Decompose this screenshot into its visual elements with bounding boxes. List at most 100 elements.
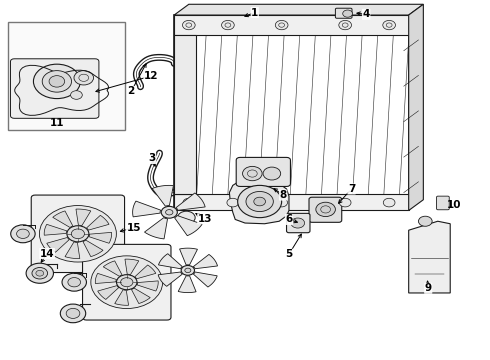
FancyBboxPatch shape xyxy=(236,157,291,186)
Circle shape xyxy=(71,91,82,99)
Circle shape xyxy=(36,270,44,276)
Circle shape xyxy=(177,211,195,224)
Polygon shape xyxy=(103,261,122,276)
Polygon shape xyxy=(87,215,109,230)
Text: 13: 13 xyxy=(197,214,212,224)
Circle shape xyxy=(418,216,432,226)
Circle shape xyxy=(238,185,282,218)
Circle shape xyxy=(276,198,288,207)
Circle shape xyxy=(26,263,53,283)
Circle shape xyxy=(166,210,173,215)
Polygon shape xyxy=(229,178,289,224)
Circle shape xyxy=(343,10,352,17)
FancyBboxPatch shape xyxy=(335,8,352,18)
Circle shape xyxy=(246,192,273,212)
Circle shape xyxy=(91,256,163,309)
Circle shape xyxy=(291,218,305,228)
Circle shape xyxy=(181,265,195,275)
Polygon shape xyxy=(194,272,217,287)
Polygon shape xyxy=(194,255,218,269)
Text: 7: 7 xyxy=(348,184,355,194)
Polygon shape xyxy=(125,259,139,275)
Circle shape xyxy=(221,21,234,30)
Bar xyxy=(174,194,409,211)
Bar xyxy=(8,22,125,130)
Polygon shape xyxy=(174,4,423,15)
Text: 3: 3 xyxy=(148,153,156,163)
Polygon shape xyxy=(158,272,182,286)
Polygon shape xyxy=(76,209,91,226)
Circle shape xyxy=(183,198,195,207)
Text: 15: 15 xyxy=(126,223,141,233)
Circle shape xyxy=(62,273,86,291)
Polygon shape xyxy=(65,242,80,258)
Circle shape xyxy=(68,278,80,287)
Text: 4: 4 xyxy=(363,9,370,19)
Polygon shape xyxy=(53,211,73,228)
Circle shape xyxy=(339,21,351,30)
Circle shape xyxy=(185,268,191,273)
Polygon shape xyxy=(89,232,112,243)
FancyBboxPatch shape xyxy=(31,195,124,273)
Circle shape xyxy=(227,198,239,207)
Circle shape xyxy=(17,229,29,238)
Circle shape xyxy=(11,225,35,243)
Text: 6: 6 xyxy=(285,215,293,224)
Circle shape xyxy=(66,309,80,319)
Polygon shape xyxy=(98,285,119,300)
Polygon shape xyxy=(135,265,156,279)
Circle shape xyxy=(117,275,137,290)
Polygon shape xyxy=(145,218,168,239)
Circle shape xyxy=(383,198,395,207)
Bar xyxy=(174,35,196,194)
FancyBboxPatch shape xyxy=(287,213,310,233)
Polygon shape xyxy=(158,254,182,269)
Polygon shape xyxy=(179,248,197,265)
Text: 14: 14 xyxy=(40,248,54,258)
Text: 1: 1 xyxy=(251,8,258,18)
Circle shape xyxy=(74,71,94,85)
FancyBboxPatch shape xyxy=(82,244,171,320)
Circle shape xyxy=(263,167,281,180)
Polygon shape xyxy=(178,276,196,293)
Circle shape xyxy=(182,21,195,30)
Circle shape xyxy=(243,166,262,181)
Polygon shape xyxy=(131,288,150,303)
Text: 5: 5 xyxy=(285,249,293,259)
Circle shape xyxy=(42,71,72,92)
Circle shape xyxy=(33,64,80,99)
Polygon shape xyxy=(409,221,450,293)
Polygon shape xyxy=(409,4,423,211)
Polygon shape xyxy=(95,273,117,284)
Circle shape xyxy=(275,21,288,30)
Polygon shape xyxy=(174,216,202,236)
FancyBboxPatch shape xyxy=(437,196,449,210)
Bar xyxy=(174,15,409,35)
FancyBboxPatch shape xyxy=(309,197,342,222)
Text: 12: 12 xyxy=(144,71,158,81)
Circle shape xyxy=(383,21,395,30)
FancyBboxPatch shape xyxy=(10,59,99,118)
Polygon shape xyxy=(137,281,158,291)
Polygon shape xyxy=(83,240,103,257)
Circle shape xyxy=(67,226,89,242)
Circle shape xyxy=(316,202,335,217)
Text: 8: 8 xyxy=(279,190,287,200)
Circle shape xyxy=(32,267,48,279)
Circle shape xyxy=(161,206,177,218)
Text: 10: 10 xyxy=(447,200,462,210)
Text: 2: 2 xyxy=(127,86,135,96)
Text: 11: 11 xyxy=(49,118,64,128)
Text: 9: 9 xyxy=(425,283,432,293)
Circle shape xyxy=(49,76,65,87)
Circle shape xyxy=(39,206,116,262)
Polygon shape xyxy=(152,185,173,206)
Polygon shape xyxy=(176,193,205,210)
Circle shape xyxy=(72,229,84,239)
Circle shape xyxy=(339,198,351,207)
Circle shape xyxy=(254,197,266,206)
Polygon shape xyxy=(133,201,161,217)
Circle shape xyxy=(60,304,86,323)
Polygon shape xyxy=(47,238,69,252)
Polygon shape xyxy=(44,224,67,235)
